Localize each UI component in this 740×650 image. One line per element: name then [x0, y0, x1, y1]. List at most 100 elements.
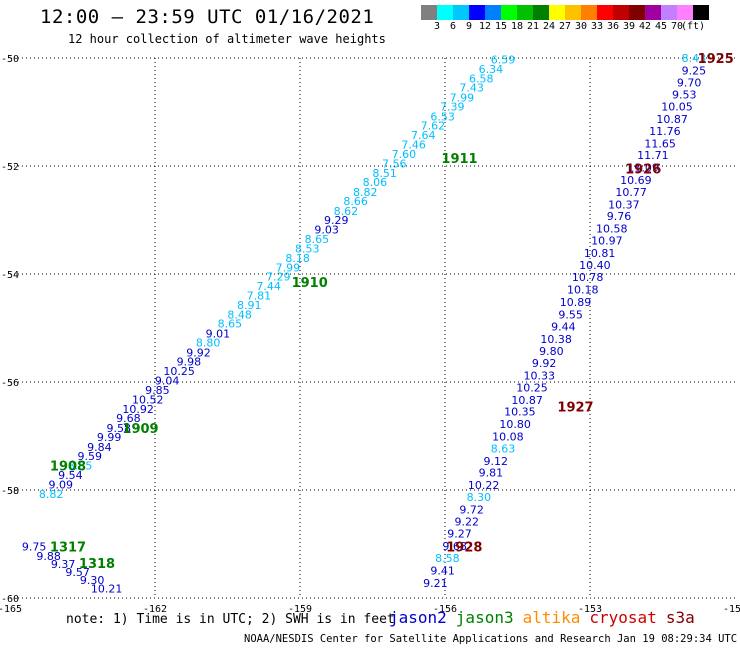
wave-height-value: 8.65	[305, 233, 330, 246]
wave-height-value: 11.71	[637, 149, 669, 162]
wave-height-value: 10.80	[499, 418, 531, 431]
pass-number-label: 1318	[79, 557, 115, 572]
wave-height-value: 9.22	[455, 515, 480, 528]
color-scale-label: 33	[590, 21, 604, 32]
color-scale-label: 18	[510, 21, 524, 32]
wave-height-value: 10.89	[560, 296, 592, 309]
wave-height-value: 8.62	[334, 205, 359, 218]
wave-height-value: 9.76	[607, 210, 632, 223]
wave-height-value: 10.40	[579, 259, 611, 272]
wave-height-value: 10.81	[584, 247, 616, 260]
color-swatch	[517, 5, 533, 20]
color-swatch	[469, 5, 485, 20]
wave-height-value: 11.65	[644, 137, 676, 150]
wave-height-value: 10.08	[492, 431, 524, 444]
pass-number-label: 1910	[292, 276, 328, 291]
x-tick-label: -162	[143, 604, 167, 615]
wave-height-value: 9.25	[682, 64, 707, 77]
wave-height-value: 9.80	[539, 345, 564, 358]
color-swatch	[453, 5, 469, 20]
color-swatch	[501, 5, 517, 20]
y-tick-label: -54	[1, 270, 19, 281]
color-swatch	[533, 5, 549, 20]
wave-height-value: 9.92	[532, 357, 557, 370]
color-swatch	[645, 5, 661, 20]
wave-height-value: 9.04	[155, 374, 180, 387]
wave-height-value: 9.55	[558, 309, 583, 322]
wave-height-value: 10.87	[511, 394, 543, 407]
wave-height-value: 8.85	[68, 460, 93, 473]
color-scale-label: 30	[574, 21, 588, 32]
color-scale-label: 27	[558, 21, 572, 32]
color-scale-label: 39	[622, 21, 636, 32]
wave-height-value: 8.06	[363, 176, 388, 189]
footer-note: note: 1) Time is in UTC; 2) SWH is in fe…	[66, 612, 395, 627]
wave-height-value: 10.35	[504, 406, 536, 419]
x-tick-label: -159	[288, 604, 312, 615]
wave-height-value: 7.56	[382, 157, 407, 170]
wave-height-value: 8.51	[372, 167, 397, 180]
wave-height-value: 8.63	[491, 442, 516, 455]
wave-height-value: 10.69	[620, 174, 652, 187]
wave-height-value: 8.58	[435, 552, 460, 565]
color-scale-label: 24	[542, 21, 556, 32]
pass-number-label: 1908	[50, 460, 86, 475]
wave-height-value: 9.92	[186, 346, 211, 359]
wave-height-value: 8.18	[285, 252, 310, 265]
wave-height-value: 9.09	[49, 479, 74, 492]
wave-height-value: 9.72	[459, 503, 484, 516]
axis-ticks: -165 -162 -159 -156 -153 -150 -50 -52 -54 -56 -58 -…	[0, 54, 740, 615]
x-tick-label: -153	[578, 604, 602, 615]
wave-height-value: 7.39	[440, 101, 465, 114]
wave-height-value: 9.01	[206, 327, 231, 340]
wave-height-value: 8.80	[196, 337, 221, 350]
color-scale-label: 9	[465, 21, 473, 32]
wave-height-value: 9.29	[324, 214, 349, 227]
y-tick-label: -56	[1, 378, 19, 389]
wave-height-value: 7.43	[459, 82, 484, 95]
color-scale-label: (ft)	[680, 21, 706, 32]
color-swatch	[613, 5, 629, 20]
wave-height-value: 10.58	[596, 223, 628, 236]
wave-height-value: 9.53	[672, 89, 697, 102]
wave-height-value: 9.37	[51, 558, 76, 571]
color-swatch	[485, 5, 501, 20]
wave-height-value: 11.09	[627, 162, 659, 175]
wave-height-value: 7.99	[276, 262, 301, 275]
wave-height-value: 9.98	[177, 355, 202, 368]
wave-height-value: 8.65	[218, 318, 243, 331]
y-tick-label: -58	[1, 486, 19, 497]
pass-number-label: 1925	[698, 52, 734, 67]
wave-height-value: 9.12	[484, 455, 509, 468]
wave-height-value: 7.81	[247, 290, 272, 303]
color-swatch	[565, 5, 581, 20]
x-tick-label: -156	[433, 604, 457, 615]
wave-height-value: 10.52	[132, 393, 164, 406]
wave-height-value: 7.46	[401, 138, 426, 151]
pass-number-label: 1911	[441, 152, 477, 167]
wave-height-value: 9.84	[87, 441, 112, 454]
page-title: 12:00 – 23:59 UTC 01/16/2021	[40, 6, 375, 28]
color-scale-label: 42	[638, 21, 652, 32]
wave-height-value: 8.30	[467, 491, 492, 504]
wave-height-value: 9.58	[107, 422, 132, 435]
x-tick-label: -150	[723, 604, 740, 615]
wave-height-value: 10.78	[572, 271, 604, 284]
wave-height-value: 9.75	[22, 541, 47, 554]
color-scale-label: 45	[654, 21, 668, 32]
wave-height-value: 8.82	[353, 186, 378, 199]
x-tick-label: -165	[0, 604, 22, 615]
y-tick-label: -50	[1, 54, 19, 65]
wave-height-value: 8.82	[39, 488, 64, 501]
color-scale-label: 6	[449, 21, 457, 32]
wave-height-value: 9.54	[58, 469, 83, 482]
wave-height-value: 7.44	[256, 280, 281, 293]
mission-legend-item: jason3	[455, 608, 514, 627]
wave-height-value: 8.48	[227, 309, 252, 322]
color-swatch	[581, 5, 597, 20]
wave-height-values: 8.439.259.709.5310.0510.8711.7611.6511.7…	[22, 52, 706, 595]
mission-legend-item: jason2	[389, 608, 447, 627]
color-swatch	[549, 5, 565, 20]
